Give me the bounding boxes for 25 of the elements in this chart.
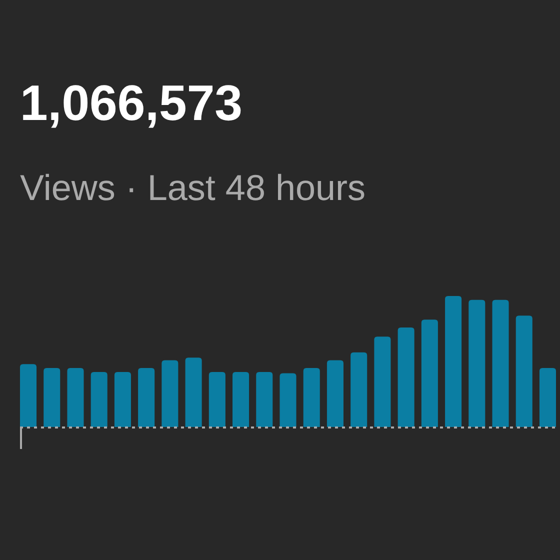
bar [421, 320, 438, 427]
bar [114, 372, 131, 427]
bar [280, 373, 296, 427]
bar [398, 327, 414, 427]
bar [256, 372, 273, 427]
bar [208, 372, 226, 427]
bar [468, 300, 486, 427]
bar [374, 336, 391, 427]
bar [232, 372, 250, 427]
bar [185, 358, 202, 427]
bar [326, 360, 344, 427]
chart-title: 1,066,573 [20, 75, 242, 131]
bar [492, 300, 509, 427]
bar [539, 368, 556, 427]
bar [516, 316, 532, 427]
bar [445, 296, 462, 427]
bar [44, 368, 60, 427]
bar [138, 368, 155, 427]
bar [162, 360, 178, 427]
bar [90, 372, 108, 427]
bar [350, 352, 368, 427]
bar [303, 368, 320, 427]
chart-subtitle: Views · Last 48 hours [20, 167, 366, 208]
bar [20, 364, 37, 427]
bar [67, 368, 84, 427]
